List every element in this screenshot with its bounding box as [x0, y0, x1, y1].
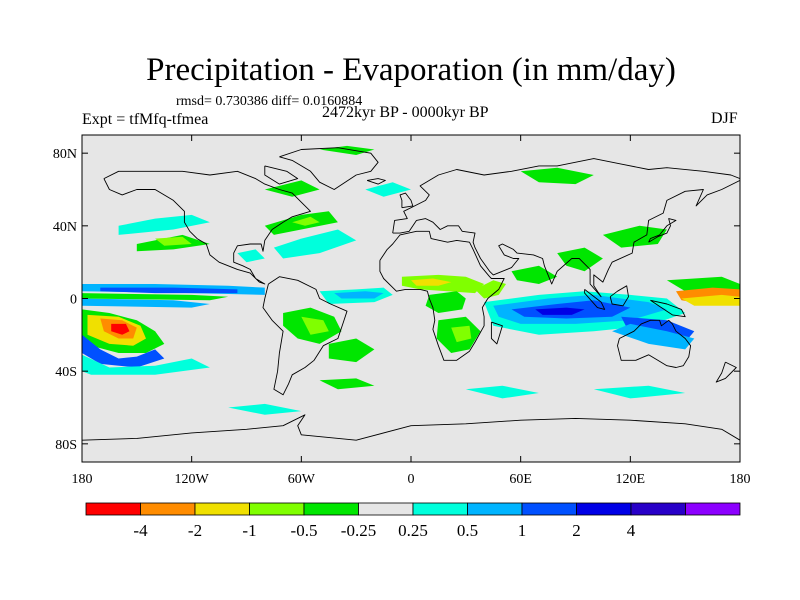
region-africa-sahel-yellow — [411, 278, 452, 286]
region-south-pacific-cyan-edge — [82, 354, 210, 375]
region-pacific-green-band — [82, 293, 229, 301]
region-west-pacific-yellow — [681, 294, 740, 306]
region-southern-ocean-cyan-2 — [465, 385, 539, 399]
colorbar-box — [576, 502, 632, 516]
x-tick-label: 60E — [509, 472, 532, 487]
region-south-pacific-anomaly-red — [111, 323, 130, 335]
coastline-eurasia — [392, 158, 740, 298]
coastline-baffin — [264, 165, 299, 185]
colorbar-label: -0.5 — [291, 521, 318, 540]
coastline-south-america — [262, 276, 348, 396]
region-north-pacific-green-2 — [155, 236, 192, 246]
coastline-japan — [648, 218, 677, 243]
coastline-new-zealand — [715, 361, 737, 383]
colorbar-label: 0.5 — [457, 521, 478, 540]
region-indian-ocean-core — [535, 307, 585, 315]
colorbar-box — [303, 502, 359, 516]
region-siberia-green — [520, 167, 594, 185]
region-itcz-east-pacific-core — [100, 287, 238, 294]
chart-title: Precipitation - Evaporation (in mm/day) — [146, 52, 676, 88]
region-australia-cyan — [612, 323, 695, 350]
coastline-new-guinea — [650, 299, 686, 318]
y-tick-label: 80S — [55, 438, 77, 453]
coastline-north-america — [103, 170, 311, 285]
colorbar-box — [85, 502, 141, 516]
season-label: DJF — [711, 110, 738, 127]
coastline-iceland — [366, 178, 386, 185]
colorbar-labels: -4 -2 -1 -0.5 -0.25 0.25 0.5 1 2 4 — [133, 521, 635, 540]
x-tick-label: 120E — [616, 472, 646, 487]
x-tick-label: 180 — [72, 472, 93, 487]
y-tick-label: 40N — [53, 220, 77, 235]
colorbar-box — [194, 502, 250, 516]
colorbar-label: -2 — [188, 521, 202, 540]
colorbar-box — [467, 502, 523, 516]
colorbar-box — [358, 502, 414, 516]
x-tick-label: 0 — [408, 472, 415, 487]
region-southern-ocean-green — [319, 378, 375, 390]
y-tick-label: 40S — [55, 365, 77, 380]
region-atlantic-itcz-blue — [334, 291, 384, 299]
coastline-uk — [399, 192, 414, 209]
coastline-africa — [379, 230, 505, 361]
region-southern-ocean-cyan-1 — [228, 403, 302, 415]
colorbar-box — [140, 502, 196, 516]
coastline-antarctica — [82, 414, 740, 441]
region-itcz-east-pacific-band-south — [82, 298, 210, 308]
axis-ticks: 180 120W 60W 0 60E 120E 180 80N 40N 0 40S 80S — [53, 135, 751, 487]
coastline-madagascar — [490, 321, 503, 345]
x-tick-label: 60W — [288, 472, 316, 487]
colorbar-box — [521, 502, 577, 516]
colorbar-label: 0.25 — [398, 521, 428, 540]
coastline-borneo — [609, 285, 629, 307]
region-east-asia-green — [602, 225, 667, 248]
coastline-sumatra — [584, 289, 606, 310]
colorbar-boxes — [85, 502, 741, 516]
region-north-atlantic-green-2 — [292, 216, 320, 226]
experiment-label: Expt = tfMfq-tfmea — [82, 111, 209, 128]
x-tick-label: 180 — [730, 472, 751, 487]
coastline-australia — [617, 319, 692, 368]
region-east-africa-green — [475, 280, 506, 299]
coastline-greenland — [279, 147, 379, 190]
colorbar-label: -0.25 — [341, 521, 376, 540]
colorbar-box — [685, 502, 741, 516]
colorbar-label: 4 — [627, 521, 636, 540]
region-south-pacific-blue-edge — [82, 334, 165, 368]
coastlines — [82, 147, 740, 441]
region-north-pacific-cyan — [118, 214, 210, 235]
region-southern-ocean-cyan-3 — [593, 385, 686, 399]
region-south-atlantic-green — [328, 338, 375, 363]
region-brazil-yellow — [301, 316, 329, 335]
colorbar-label: -4 — [133, 521, 148, 540]
region-north-atlantic-cyan — [273, 229, 357, 259]
y-tick-label: 0 — [70, 293, 77, 308]
colorbar-box — [630, 502, 686, 516]
colorbar-label: 2 — [572, 521, 581, 540]
region-southern-africa-yellow — [451, 325, 472, 343]
region-arctic-green-2 — [264, 180, 320, 197]
region-gulf-of-mexico-cyan — [237, 249, 265, 263]
y-tick-label: 80N — [53, 147, 77, 162]
region-arctic-cyan-1 — [365, 182, 411, 197]
colorbar-box — [249, 502, 305, 516]
colorbar-label: -1 — [242, 521, 256, 540]
period-label: 2472kyr BP - 0000kyr BP — [322, 104, 489, 121]
x-tick-label: 120W — [175, 472, 210, 487]
region-central-africa-green — [425, 291, 466, 313]
colorbar-box — [412, 502, 468, 516]
statistics-label: rmsd= 0.730386 diff= 0.0160884 — [176, 94, 363, 109]
colorbar-label: 1 — [518, 521, 527, 540]
